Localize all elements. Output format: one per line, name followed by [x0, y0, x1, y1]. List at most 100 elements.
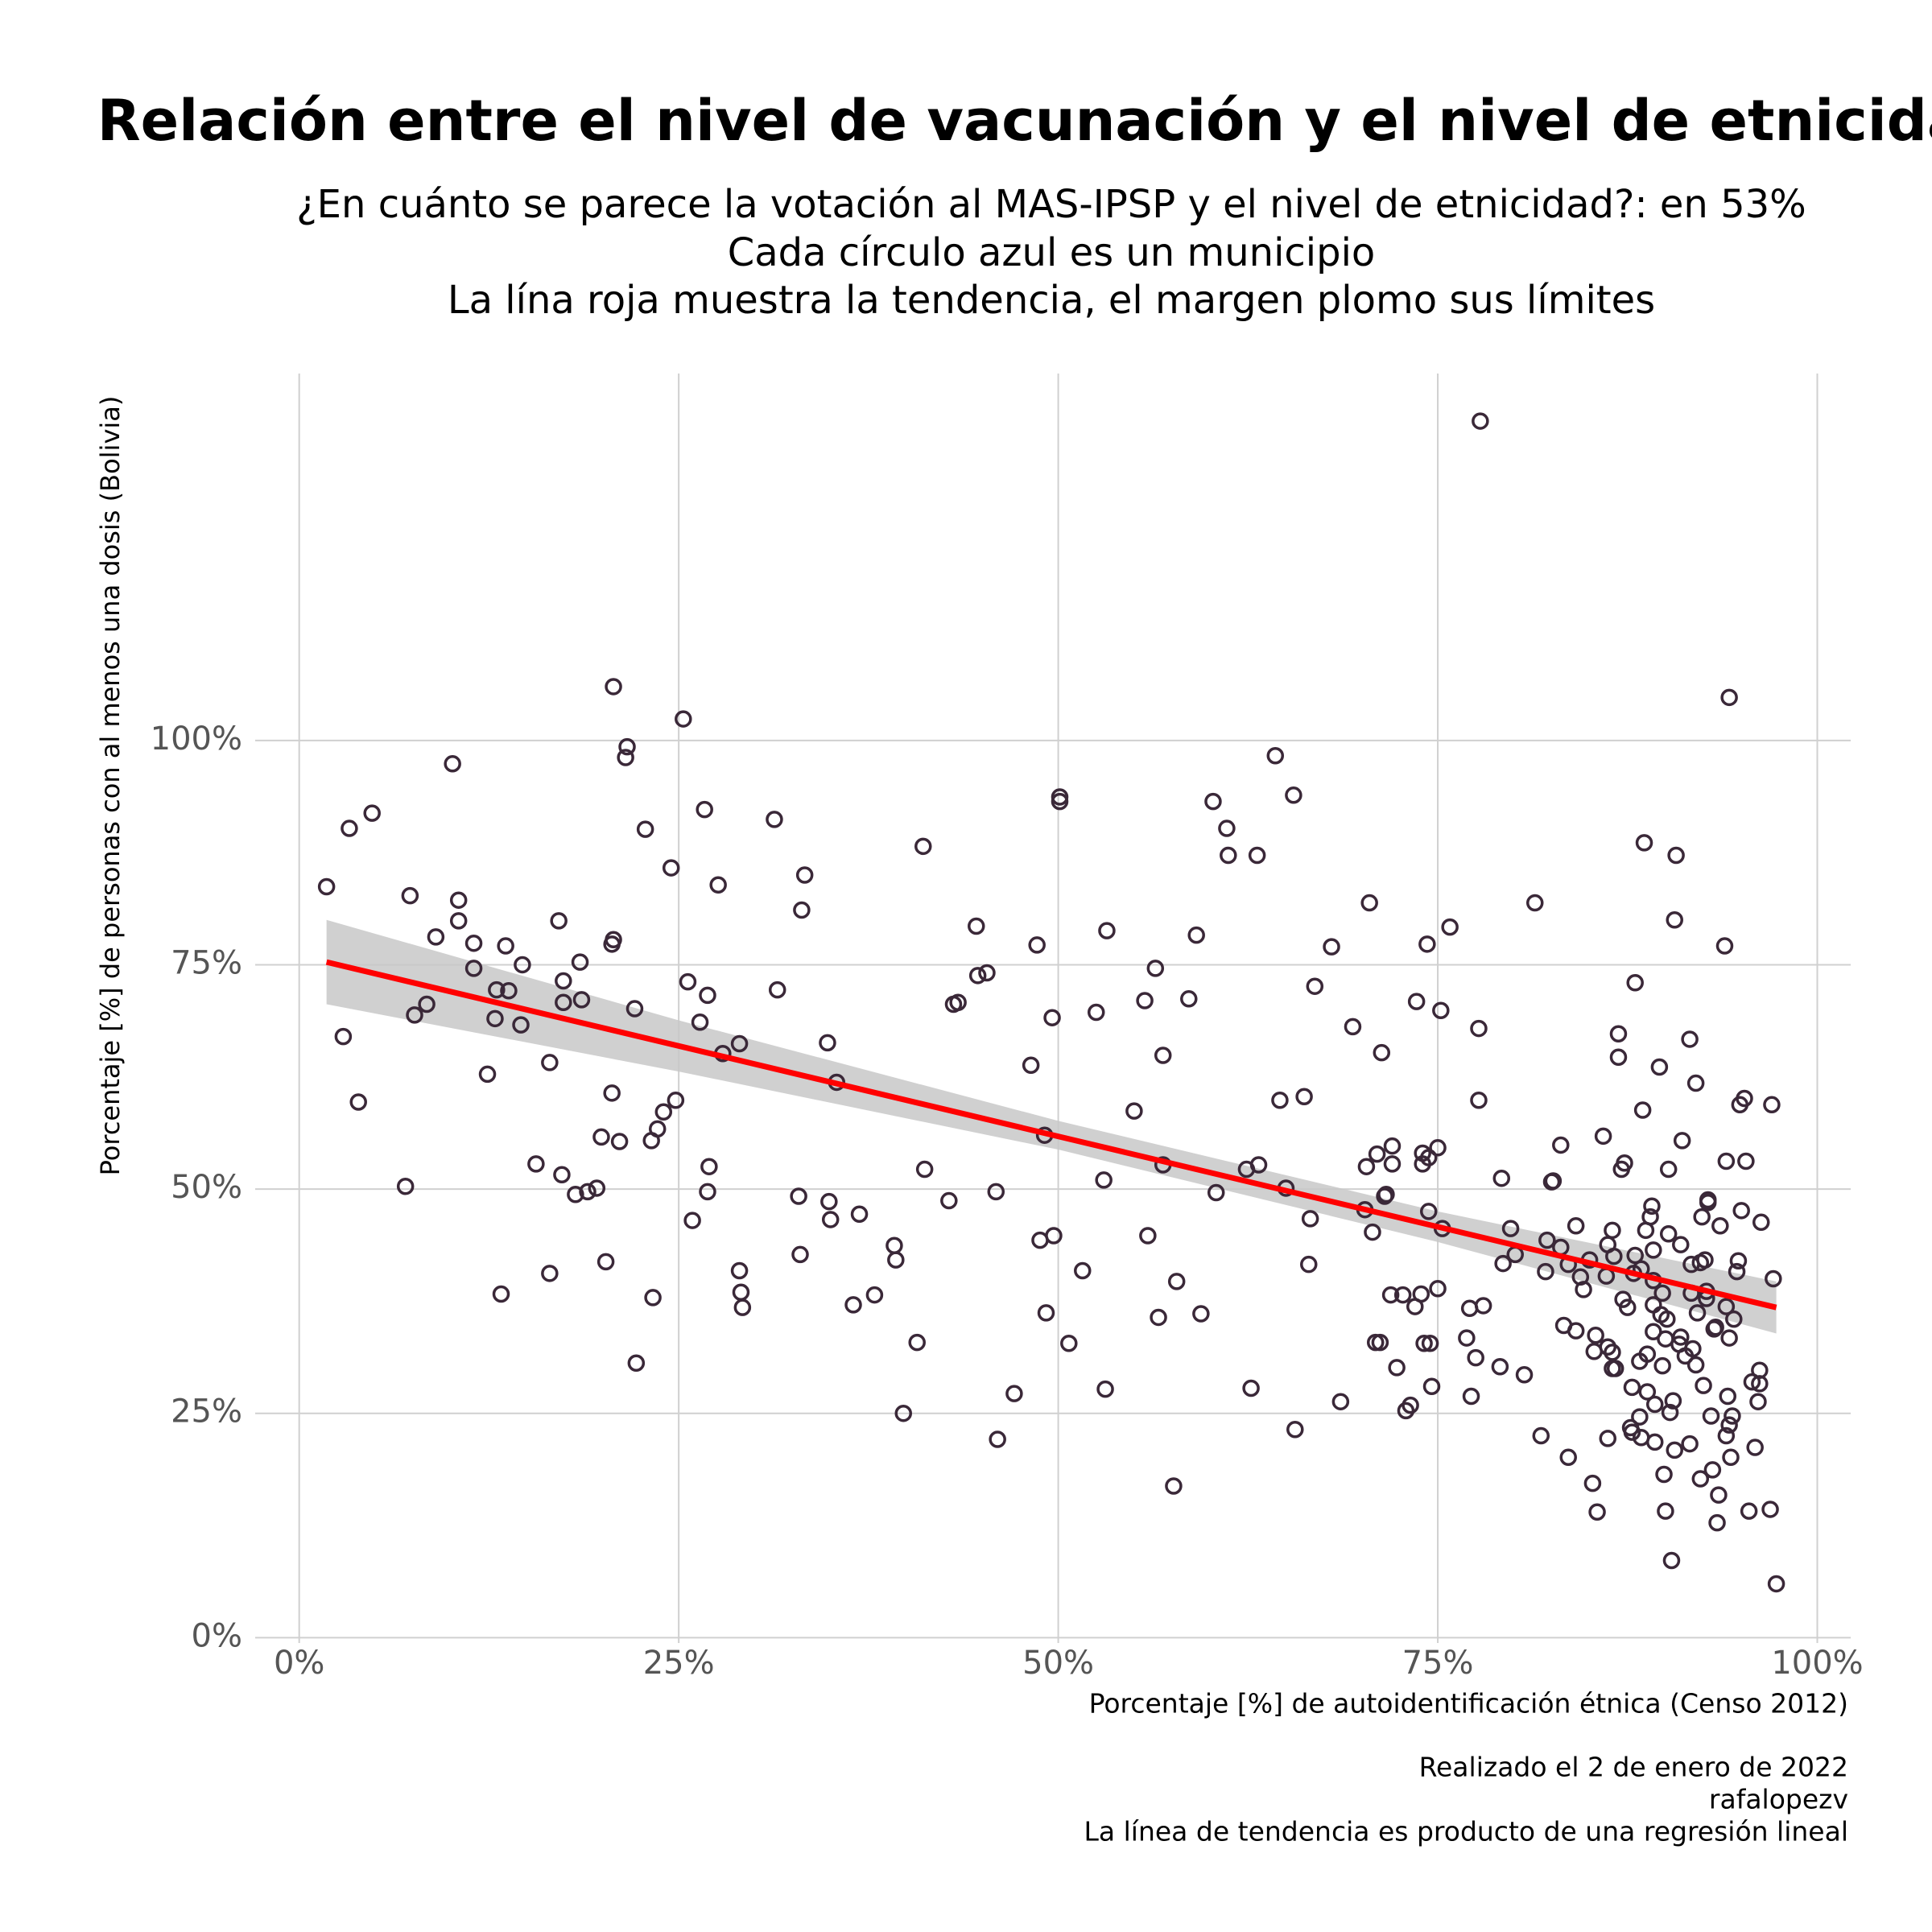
point: [1419, 1203, 1438, 1220]
point: [1605, 1247, 1623, 1265]
point: [605, 931, 622, 948]
point: [865, 1286, 884, 1304]
point: [1720, 688, 1738, 707]
caption: Realizado el 2 de enero de 2022: [1419, 1752, 1848, 1783]
point: [1051, 788, 1069, 806]
point: [1096, 1380, 1114, 1398]
point: [821, 1211, 840, 1228]
point: [1300, 1255, 1318, 1274]
point: [1588, 1503, 1606, 1521]
point: [1087, 1003, 1105, 1022]
point: [444, 755, 461, 773]
point: [1638, 1345, 1657, 1363]
caption: La línea de tendencia es producto de una…: [1084, 1816, 1848, 1847]
chart-title: Relación entre el nivel de vacunación y …: [97, 88, 1932, 154]
point: [1295, 1088, 1313, 1106]
point: [1666, 910, 1683, 929]
point: [1606, 1360, 1624, 1377]
point: [908, 1333, 926, 1352]
point: [730, 1261, 749, 1280]
point: [541, 1265, 559, 1282]
point: [1357, 1158, 1376, 1175]
point: [1567, 1322, 1585, 1340]
confidence-band: [326, 919, 1777, 1334]
point: [1532, 1426, 1550, 1445]
point: [791, 1245, 809, 1264]
point: [1285, 786, 1302, 804]
point: [449, 891, 468, 909]
point: [1154, 1046, 1172, 1064]
point: [478, 1065, 497, 1084]
point: [1626, 1246, 1644, 1265]
point: [1626, 973, 1644, 992]
point: [820, 1192, 838, 1211]
point: [1098, 922, 1116, 939]
point: [793, 901, 811, 919]
point: [644, 1289, 662, 1307]
point: [914, 837, 932, 856]
point: [1139, 1227, 1157, 1245]
point: [1717, 1152, 1736, 1170]
x-tick-label: 50%: [1022, 1645, 1094, 1682]
subtitle: La lína roja muestra la tendencia, el ma…: [448, 278, 1655, 323]
point: [1429, 1280, 1447, 1298]
point: [1717, 1426, 1736, 1445]
point: [1146, 960, 1165, 977]
point: [648, 1120, 667, 1138]
point: [464, 960, 483, 977]
point: [700, 1158, 718, 1175]
point: [795, 866, 814, 884]
point: [1373, 1043, 1391, 1062]
point: [1412, 1285, 1430, 1303]
point: [667, 1091, 685, 1109]
point: [1616, 1154, 1633, 1172]
point: [1192, 1305, 1210, 1323]
point: [1751, 1361, 1769, 1379]
point: [1645, 1395, 1664, 1414]
point: [1515, 1366, 1534, 1384]
point: [1708, 1513, 1726, 1532]
point: [1599, 1430, 1617, 1447]
point: [492, 1285, 510, 1303]
point: [1432, 1001, 1450, 1020]
point: [334, 1027, 353, 1046]
point: [627, 1354, 646, 1373]
point: [1381, 1286, 1400, 1304]
point: [427, 928, 445, 946]
point: [486, 1009, 504, 1028]
point: [1429, 1139, 1447, 1157]
point: [1567, 1217, 1585, 1235]
point: [1619, 1298, 1637, 1316]
point: [886, 1236, 903, 1255]
point: [1657, 1502, 1674, 1520]
point: [1729, 1252, 1748, 1269]
point: [978, 964, 996, 982]
point: [349, 1093, 367, 1111]
point: [1045, 1227, 1063, 1245]
point: [541, 1054, 559, 1071]
point: [1422, 1377, 1441, 1396]
point: [1286, 1421, 1304, 1439]
y-axis-label: Porcentaje [%] de personas con al menos …: [95, 396, 126, 1176]
point: [1653, 1284, 1671, 1302]
point: [1022, 1056, 1040, 1075]
point: [1728, 1262, 1746, 1281]
point: [733, 1298, 752, 1316]
point: [1737, 1152, 1755, 1170]
x-axis-label: Porcentaje [%] de autoidentificación étn…: [1089, 1688, 1848, 1719]
point: [1653, 1356, 1671, 1375]
point: [1167, 1273, 1186, 1290]
point: [1672, 1328, 1690, 1346]
point: [1043, 1009, 1061, 1026]
point: [497, 937, 514, 955]
point: [1684, 1340, 1702, 1358]
point: [732, 1283, 750, 1301]
point: [317, 877, 336, 896]
point: [1301, 1210, 1319, 1228]
point: [1710, 1486, 1728, 1504]
point: [1472, 412, 1489, 430]
point: [968, 967, 987, 985]
point: [1344, 1018, 1362, 1036]
point: [1407, 993, 1426, 1010]
point: [514, 956, 531, 974]
